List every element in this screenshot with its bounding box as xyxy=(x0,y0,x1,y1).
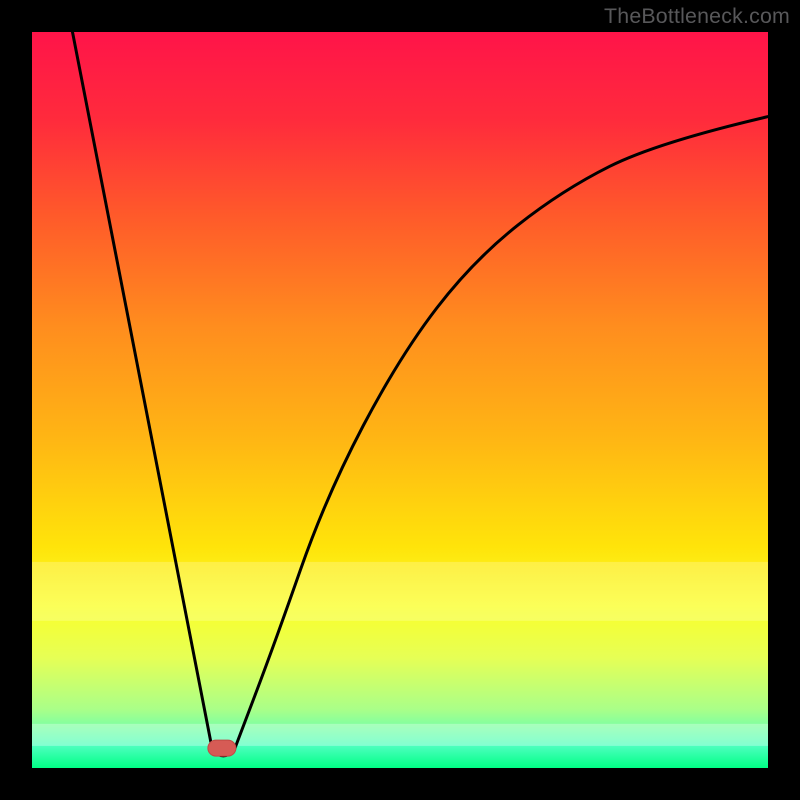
optimum-marker xyxy=(208,740,236,756)
highlight-band xyxy=(32,724,768,746)
highlight-band xyxy=(32,562,768,621)
watermark-text: TheBottleneck.com xyxy=(604,4,790,29)
bottleneck-chart: TheBottleneck.com xyxy=(0,0,800,800)
chart-background xyxy=(32,32,768,768)
chart-svg xyxy=(0,0,800,800)
